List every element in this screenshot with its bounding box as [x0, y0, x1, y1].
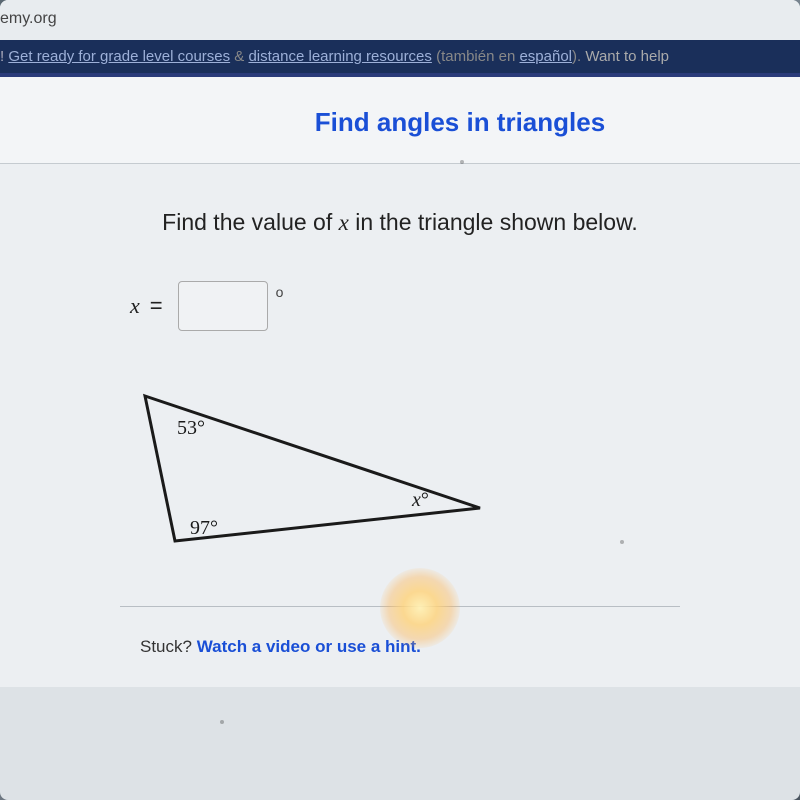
- triangle-svg: 53° 97° x°: [130, 386, 500, 561]
- content-area: Find the value of x in the triangle show…: [0, 163, 800, 687]
- page-title: Find angles in triangles: [0, 107, 800, 138]
- triangle-figure: 53° 97° x°: [130, 386, 720, 566]
- banner-paren-close: ).: [572, 48, 585, 65]
- promo-banner: ! Get ready for grade level courses & di…: [0, 40, 800, 73]
- answer-degree: o: [276, 284, 284, 300]
- url-text: emy.org: [0, 10, 57, 27]
- stuck-row: Stuck? Watch a video or use a hint.: [140, 637, 720, 657]
- banner-link-distance[interactable]: distance learning resources: [248, 48, 431, 65]
- divider: [120, 606, 680, 607]
- hint-link[interactable]: Watch a video or use a hint.: [197, 637, 421, 656]
- banner-link-grade[interactable]: Get ready for grade level courses: [8, 48, 230, 65]
- angle-right-deg: °: [421, 489, 429, 511]
- answer-var: x: [130, 293, 140, 319]
- answer-input[interactable]: [178, 281, 268, 331]
- answer-eq: =: [150, 293, 163, 319]
- dust-speck: [460, 160, 464, 164]
- question-prefix: Find the value of: [162, 209, 338, 235]
- angle-label-right: x°: [411, 489, 429, 511]
- angle-label-bottom: 97°: [190, 517, 218, 539]
- banner-paren-open: (también en: [432, 48, 520, 65]
- dust-speck: [220, 720, 224, 724]
- url-bar: emy.org: [0, 0, 800, 40]
- stuck-prefix: Stuck?: [140, 637, 197, 656]
- question-suffix: in the triangle shown below.: [349, 209, 638, 235]
- question-text: Find the value of x in the triangle show…: [80, 209, 720, 236]
- banner-link-espanol[interactable]: español: [519, 48, 572, 65]
- banner-want: Want to help: [585, 48, 669, 65]
- header-bar: Find angles in triangles: [0, 73, 800, 163]
- angle-right-x: x: [411, 489, 421, 511]
- angle-label-top: 53°: [177, 417, 205, 439]
- dust-speck: [620, 540, 624, 544]
- screen: emy.org ! Get ready for grade level cour…: [0, 0, 800, 800]
- answer-row: x = o: [130, 281, 720, 331]
- question-var: x: [339, 210, 349, 235]
- banner-amp: &: [230, 48, 248, 65]
